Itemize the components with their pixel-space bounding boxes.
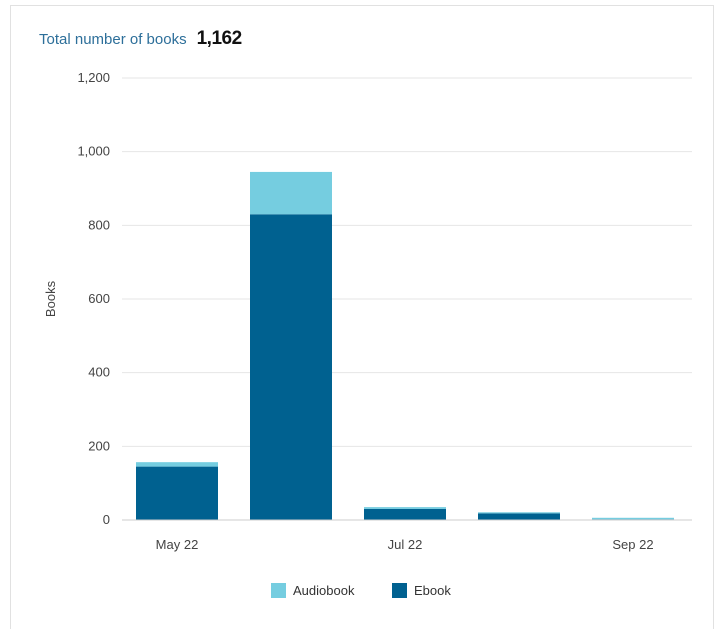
bar-ebook-jun-22[interactable] [250,214,332,521]
y-tick-label: 1,000 [77,144,110,159]
x-tick-label: Sep 22 [612,537,653,552]
bar-ebook-may-22[interactable] [136,466,218,520]
bar-audiobook-may-22[interactable] [136,462,218,467]
bars [136,171,674,521]
chart-header: Total number of books 1,162 [39,28,242,50]
y-axis-title: Books [43,280,58,317]
x-axis: May 22 Jul 22 Sep 22 [156,537,654,552]
y-tick-label: 0 [103,512,110,527]
y-tick-label: 800 [88,217,110,232]
y-tick-label: 1,200 [77,70,110,85]
bar-ebook-aug-22[interactable] [478,513,560,520]
legend-label: Ebook [414,583,451,598]
y-tick-label: 400 [88,365,110,380]
bar-audiobook-aug-22[interactable] [478,512,560,514]
legend-swatch-ebook [392,583,407,598]
legend-item-ebook[interactable]: Ebook [392,583,451,598]
grid-lines [122,77,692,447]
x-tick-label: Jul 22 [388,537,423,552]
bar-ebook-jul-22[interactable] [364,508,446,520]
legend: Audiobook Ebook [271,583,451,598]
legend-swatch-audiobook [271,583,286,598]
bar-audiobook-jun-22[interactable] [250,171,332,215]
total-books-value: 1,162 [196,28,243,49]
bar-audiobook-sep-22[interactable] [592,517,674,520]
bar-audiobook-jul-22[interactable] [364,507,446,509]
y-tick-label: 200 [88,438,110,453]
y-tick-label: 600 [88,291,110,306]
chart-card [10,5,714,629]
y-axis: 0 200 400 600 800 1,000 1,200 [77,70,110,527]
total-books-label: Total number of books [39,31,187,48]
legend-label: Audiobook [293,583,355,598]
x-tick-label: May 22 [156,537,199,552]
legend-item-audiobook[interactable]: Audiobook [271,583,355,598]
